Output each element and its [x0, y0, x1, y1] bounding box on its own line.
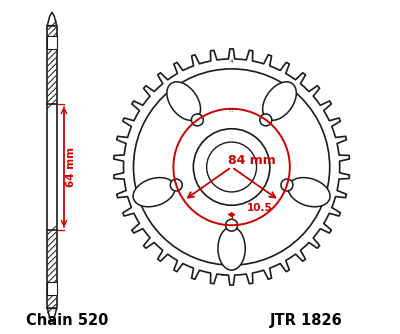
Circle shape: [260, 114, 272, 126]
Ellipse shape: [218, 227, 245, 270]
Ellipse shape: [133, 178, 175, 207]
Circle shape: [207, 142, 256, 192]
Circle shape: [193, 129, 270, 205]
Circle shape: [191, 114, 203, 126]
Circle shape: [281, 179, 293, 191]
Polygon shape: [47, 308, 57, 322]
Text: 84 mm: 84 mm: [228, 154, 276, 167]
Polygon shape: [47, 12, 57, 26]
Text: 10.5: 10.5: [246, 203, 272, 213]
Ellipse shape: [167, 82, 200, 120]
Bar: [47, 26, 57, 308]
Text: π: π: [228, 108, 233, 114]
Circle shape: [226, 219, 238, 231]
Text: 64 mm: 64 mm: [66, 147, 76, 187]
Text: Chain 520: Chain 520: [26, 313, 108, 328]
Text: ☀: ☀: [228, 59, 235, 65]
Bar: [47, 36, 57, 49]
Ellipse shape: [263, 82, 296, 120]
Circle shape: [124, 59, 340, 275]
Ellipse shape: [288, 178, 330, 207]
Bar: [47, 282, 57, 295]
Circle shape: [170, 179, 182, 191]
Text: JTR 1826: JTR 1826: [270, 313, 343, 328]
